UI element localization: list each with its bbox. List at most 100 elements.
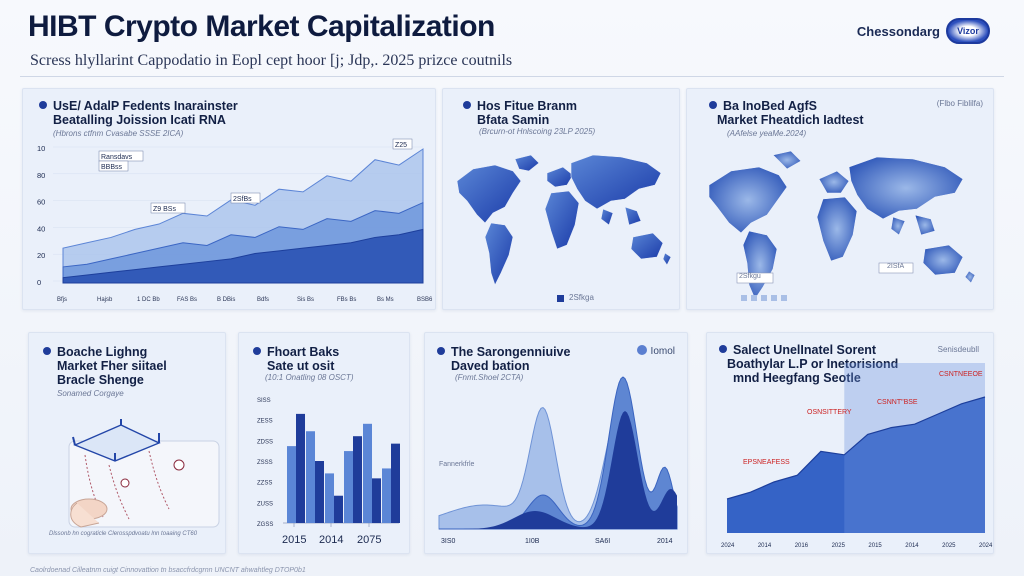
- annotation: EPSNEAFESS: [743, 459, 790, 466]
- panel-title-line1: Fhoart Baks: [267, 345, 340, 359]
- x-tick-label: 2015: [868, 543, 882, 549]
- bullet-icon: [463, 101, 471, 109]
- growth-area: [727, 397, 985, 533]
- world-map-icon: [456, 154, 672, 302]
- bar-light: [325, 473, 334, 523]
- growth-highlight: [844, 363, 985, 533]
- bullet-icon: [39, 101, 47, 109]
- bullet-icon: [253, 347, 261, 355]
- x-tick-label: 2075: [357, 534, 381, 546]
- growth-chart-svg: 2024 2014 2016 2025 2015 2014 2025 2024: [721, 363, 993, 549]
- data-label: Z9 BSs: [153, 206, 176, 213]
- panel-corner-label: Iomol: [636, 345, 675, 357]
- x-tick-label: Bfjs: [57, 297, 67, 303]
- y-tick-label: 0: [37, 278, 41, 287]
- x-tick-label: Sis Bs: [297, 297, 314, 303]
- panel-area-chart: UsE/ AdalP Fedents Inarainster Beatallin…: [22, 88, 436, 310]
- bar-light: [306, 431, 315, 523]
- panel-title-line3: Bracle Shenge: [57, 373, 144, 387]
- data-label-box: [230, 192, 261, 204]
- data-label-box: [98, 160, 129, 172]
- x-tick-label: FAS Bs: [177, 297, 197, 303]
- panel-title: Fhoart Baks Sate ut osit: [253, 345, 339, 373]
- bar-light: [344, 451, 353, 523]
- y-tick-label: 40: [37, 224, 45, 233]
- area-series-3: [62, 228, 424, 284]
- panel-title-line2: Market Fheatdich Iadtest: [717, 113, 864, 127]
- y-tick-label: SISS: [257, 398, 271, 404]
- panel-title: The Sarongenniuive Daved bation: [437, 345, 570, 373]
- panel-title-line1: UsE/ AdalP Fedents Inarainster: [53, 99, 238, 113]
- bar-light: [382, 468, 391, 523]
- panel-world-map-1: Hos Fitue Branm Bfata Samin (Brcurn-ot H…: [442, 88, 680, 310]
- panel-title-line1: The Sarongenniuive: [451, 345, 571, 359]
- distribution-inner: [439, 410, 677, 529]
- x-tick-label: Bdfs: [257, 297, 269, 303]
- area-chart-svg: 0 20 40 60 80 10 Bfjs Hajsb 1 DC Bb FAS Bs B DBis B…: [37, 138, 433, 303]
- x-tick-label: 2014: [319, 534, 343, 546]
- panel-title-line1: Salect UnelInatel Sorent: [733, 343, 877, 357]
- legend-swatch: [557, 295, 564, 302]
- panel-note: (10:1 Onatling 08 OSCT): [265, 373, 354, 382]
- y-tick-label: 10: [37, 144, 45, 153]
- x-tick-label: 2014: [905, 543, 919, 549]
- panel-world-map-2: Ba InoBed AgfS Market Fheatdich Iadtest …: [686, 88, 994, 310]
- x-tick-label: 1 DC Bb: [137, 297, 160, 303]
- brand-logo-icon: Vizor: [946, 18, 990, 44]
- data-label-box: [150, 202, 186, 214]
- bullet-icon: [43, 347, 51, 355]
- data-label: 2SfBs: [233, 196, 252, 203]
- panel-title: UsE/ AdalP Fedents Inarainster Beatallin…: [39, 99, 238, 127]
- y-tick-label: ZGSS: [257, 522, 273, 528]
- annotation: CSNNT"BSE: [877, 399, 918, 406]
- x-tick-label: SA6I: [595, 538, 610, 545]
- x-tick-label: 2016: [795, 543, 809, 549]
- x-tick-label: B DBis: [217, 297, 235, 303]
- x-tick-label: FBs Bs: [337, 297, 356, 303]
- bullet-icon: [437, 347, 445, 355]
- x-tick-label: Hajsb: [97, 297, 113, 303]
- legend-label: 2Sfkga: [569, 293, 594, 302]
- world-map-icon: [708, 150, 976, 301]
- x-tick-label: 2015: [282, 534, 306, 546]
- panel-title-line1: Boache Lighng: [57, 345, 148, 359]
- panel-corner-label: Senisdeubll: [937, 345, 979, 354]
- panel-growth-chart: Salect UnelInatel Sorent Boathylar L.P o…: [706, 332, 994, 554]
- x-tick-label: 3IS0: [441, 538, 456, 545]
- y-tick-label: ZUSS: [257, 501, 273, 507]
- x-tick-label: 2014: [657, 538, 673, 545]
- chart-tag: Fannerkfrle: [439, 461, 475, 468]
- panel-note: (Brcurn-ot Hnlscoing 23LP 2025): [479, 127, 596, 136]
- panel-title-line1: Ba InoBed AgfS: [723, 99, 817, 113]
- panel-title-line2: Daved bation: [451, 359, 530, 373]
- bridge-illustration-icon: [68, 419, 220, 528]
- panel-note: Sonamed Corgaye: [57, 389, 124, 398]
- panel-illustration: Boache Lighng Market Fher siitael Bracle…: [28, 332, 226, 554]
- panel-title-line2: Sate ut osit: [267, 359, 335, 373]
- x-tick-label: Bs Ms: [377, 297, 394, 303]
- x-tick-label: 2024: [721, 543, 735, 549]
- panel-title: Ba InoBed AgfS Market Fheatdich Iadtest: [709, 99, 864, 127]
- x-tick-label: BSB6: [417, 297, 433, 303]
- bar-light: [287, 446, 296, 523]
- data-label: BBBss: [101, 164, 123, 171]
- brand-text: Chessondarg: [856, 23, 940, 39]
- footer-note: Caolrdoenad Cilleatnm cuigt Cinnovattion…: [30, 567, 306, 574]
- panel-title-line2: Boathylar L.P or Inetorisiond: [727, 357, 899, 371]
- page-subtitle: Scress hlyllarint Cappodatio in Eopl cep…: [30, 52, 513, 69]
- panel-distribution-chart: The Sarongenniuive Daved bation Iomol (F…: [424, 332, 688, 554]
- panel-bar-chart: Fhoart Baks Sate ut osit (10:1 Onatling …: [238, 332, 410, 554]
- annotation: CSNTNEEOE: [939, 371, 983, 378]
- panel-title: Hos Fitue Branm Bfata Samin: [463, 99, 577, 127]
- panel-title-line2: Market Fher siitael: [57, 359, 167, 373]
- distribution-chart-svg: 3IS0 1I0B SA6I 2014: [438, 376, 678, 545]
- map-tag: 2Sfkgu: [739, 273, 761, 280]
- panel-title-line2: Beatalling Joission Icati RNA: [53, 113, 226, 127]
- y-tick-label: ZESS: [257, 419, 273, 425]
- y-tick-label: ZSSS: [257, 460, 273, 466]
- header-divider: [20, 76, 1004, 77]
- bar-dark: [372, 478, 381, 523]
- data-label-box: [392, 138, 413, 150]
- brand: Chessondarg Vizor: [857, 18, 990, 44]
- panel-corner-text: Iomol: [650, 346, 675, 357]
